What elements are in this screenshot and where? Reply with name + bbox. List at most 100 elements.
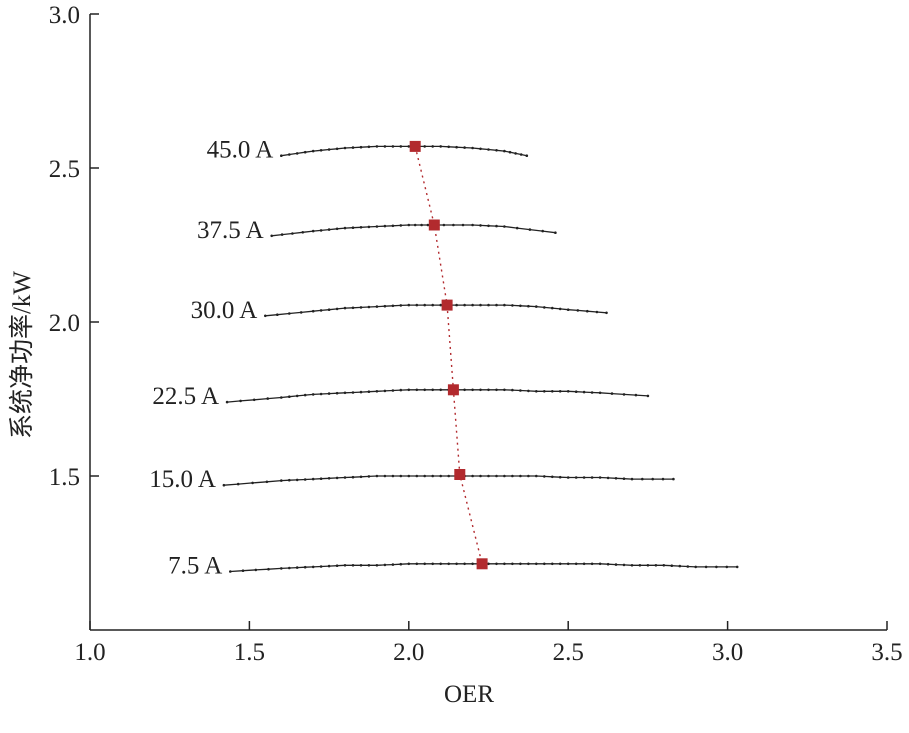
y-tick-label: 3.0 xyxy=(49,2,80,29)
series-point xyxy=(383,474,387,478)
series-point xyxy=(391,145,395,148)
series-point xyxy=(694,565,697,569)
series-point xyxy=(288,478,291,482)
series-point xyxy=(519,562,522,566)
series-point xyxy=(288,153,291,156)
optimum-marker xyxy=(454,469,466,480)
series-point xyxy=(551,475,554,479)
series-point xyxy=(407,303,411,307)
series-point xyxy=(606,476,610,480)
series-point xyxy=(311,565,315,569)
series-line xyxy=(223,475,674,486)
series-point xyxy=(582,390,586,394)
series-point xyxy=(351,306,355,310)
series-point xyxy=(487,224,490,228)
series-point xyxy=(383,389,387,393)
series-point xyxy=(335,564,339,567)
series-point xyxy=(375,145,379,148)
series-point xyxy=(229,570,232,573)
series-point xyxy=(487,148,490,151)
series-label: 22.5 A xyxy=(152,383,219,410)
series-point xyxy=(280,396,283,399)
series-point xyxy=(461,223,465,227)
optimum-marker xyxy=(409,140,421,152)
series-point xyxy=(359,564,363,567)
series-point xyxy=(447,145,451,149)
series-point xyxy=(423,388,427,392)
series-point xyxy=(319,477,323,481)
series-point xyxy=(566,308,570,312)
series-point xyxy=(236,482,240,486)
series-point xyxy=(471,146,474,150)
series-point xyxy=(343,476,347,479)
series-point xyxy=(519,474,522,478)
series-point xyxy=(558,307,562,311)
series-point xyxy=(311,149,315,153)
series-point xyxy=(471,388,474,392)
series-point xyxy=(487,303,490,307)
series-point xyxy=(375,564,379,567)
x-tick-label: 1.0 xyxy=(74,639,105,666)
x-tick-label: 1.5 xyxy=(234,639,265,666)
series-line xyxy=(265,304,607,317)
series-point xyxy=(651,477,654,481)
series-point xyxy=(535,390,538,393)
series-point xyxy=(554,231,557,234)
x-tick-label: 3.0 xyxy=(712,639,743,666)
series-point xyxy=(646,564,650,567)
series-labels: 45.0 A 37.5 A 30.0 A 22.5 A 15.0 A 7.5 A xyxy=(149,137,273,580)
series-point xyxy=(515,226,519,230)
series-point xyxy=(582,562,586,566)
series-point xyxy=(590,476,594,479)
series-point xyxy=(610,392,614,395)
series-point xyxy=(270,234,274,238)
series-point xyxy=(252,398,256,402)
series-point xyxy=(311,309,315,313)
series-point xyxy=(503,388,506,392)
series-point xyxy=(439,145,443,148)
series-point xyxy=(407,145,411,148)
series-point xyxy=(447,474,451,478)
series-point xyxy=(479,147,482,151)
series-point xyxy=(527,389,530,393)
series-point xyxy=(455,303,458,307)
series-point xyxy=(415,474,419,478)
series-point xyxy=(471,303,474,307)
series-point xyxy=(558,475,562,479)
series-point xyxy=(423,562,427,566)
series-point xyxy=(375,474,379,478)
series-point xyxy=(508,150,512,154)
series-label: 37.5 A xyxy=(197,217,264,244)
series-point xyxy=(479,224,482,227)
series-point xyxy=(622,393,626,396)
series-point xyxy=(543,390,546,393)
series-point xyxy=(367,305,371,309)
series-point xyxy=(725,565,729,569)
series-point xyxy=(343,306,347,310)
series-point xyxy=(343,146,347,150)
series-point xyxy=(630,477,634,481)
series-point xyxy=(266,397,270,400)
series-point xyxy=(391,304,395,308)
series-point xyxy=(327,148,331,151)
series-point xyxy=(280,154,283,157)
series-point xyxy=(335,391,339,395)
series-point xyxy=(598,391,602,395)
series-label: 7.5 A xyxy=(168,552,222,579)
series-point xyxy=(558,390,562,393)
series-point xyxy=(311,477,315,481)
series-point xyxy=(267,567,270,571)
series-point xyxy=(431,303,435,307)
series-point xyxy=(605,311,608,315)
series-point xyxy=(303,150,307,154)
series-point xyxy=(391,563,395,566)
series-point xyxy=(519,153,523,156)
x-tick-label: 2.0 xyxy=(393,639,424,666)
series-point xyxy=(295,394,299,398)
series-point xyxy=(351,146,355,149)
series-point xyxy=(614,477,618,480)
series-point xyxy=(735,565,739,569)
series-point xyxy=(495,224,498,228)
series-point xyxy=(622,563,626,567)
series-point xyxy=(359,475,363,479)
